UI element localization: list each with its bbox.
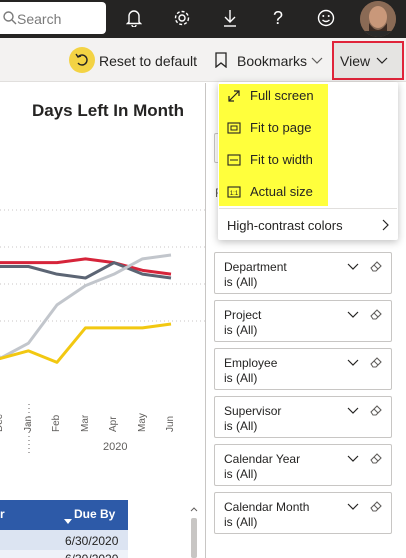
x-tick-label: Feb [51,414,62,432]
table-row [0,530,128,550]
filter-card-value: is (All) [224,323,258,337]
filter-card-department[interactable]: Department is (All) [214,252,392,294]
filter-card-name: Project [224,308,262,322]
notification-bell-icon[interactable] [123,7,145,29]
menu-item-label: Fit to page [250,120,312,135]
x-axis-year-label: 2020 [103,441,128,453]
menu-item-high-contrast[interactable]: High-contrast colors [227,218,343,233]
view-button-label[interactable]: View [340,53,371,69]
menu-item-label: Full screen [250,88,314,103]
series-line-series-b[interactable] [0,261,172,286]
filter-card-name: Calendar Month [224,500,310,514]
reset-to-default-button[interactable] [69,47,95,73]
chevron-down-icon[interactable] [347,309,359,319]
table-cell-due-by: 6/30/2020 [65,552,118,558]
clear-filter-eraser-icon[interactable] [369,355,383,369]
fit-to-width-icon [227,154,241,166]
line-chart [0,209,205,453]
filter-card-project[interactable]: Project is (All) [214,300,392,342]
menu-item-fit-to-page[interactable]: Fit to page [219,113,397,145]
filter-card-value: is (All) [224,515,258,529]
table-header [0,500,128,530]
chart-title: Days Left In Month [32,101,185,120]
undo-icon [75,53,88,66]
x-tick-label: Jan [22,415,34,432]
settings-gear-icon[interactable] [171,7,193,29]
fit-to-page-icon [227,122,241,134]
download-icon[interactable] [219,7,241,29]
table-header-due-by[interactable]: Due By [74,507,116,521]
reset-to-default-label[interactable]: Reset to default [99,53,198,69]
filter-card-name: Calendar Year [224,452,301,466]
filter-card-name: Supervisor [224,404,282,418]
help-icon[interactable]: ? [272,7,283,28]
chevron-right-icon[interactable] [381,219,389,231]
menu-item-label: Fit to width [250,152,313,167]
feedback-smiley-icon[interactable] [315,7,337,29]
x-tick-label: Apr [108,416,119,432]
filter-card-employee[interactable]: Employee is (All) [214,348,392,390]
menu-separator [219,208,397,209]
search-icon [3,11,17,25]
x-tick-label: Dec [0,414,5,432]
chevron-down-icon[interactable] [347,501,359,511]
svg-text:1:1: 1:1 [230,191,239,197]
filter-card-value: is (All) [224,371,258,385]
filter-card-calendar-year[interactable]: Calendar Year is (All) [214,444,392,486]
clear-filter-eraser-icon[interactable] [369,451,383,465]
series-line-series-d[interactable] [0,322,172,364]
view-button[interactable] [332,41,404,80]
chevron-down-icon[interactable] [347,261,359,271]
clear-filter-eraser-icon[interactable] [369,307,383,321]
clear-filter-eraser-icon[interactable] [369,403,383,417]
menu-highlight [219,84,328,206]
filter-card-calendar-month[interactable]: Calendar Month is (All) [214,492,392,534]
menu-item-full-screen[interactable]: Full screen [219,81,397,113]
menu-item-fit-to-width[interactable]: Fit to width [219,145,397,177]
actual-size-icon: 1:1 [227,186,241,198]
filter-card-value: is (All) [224,419,258,433]
menu-item-label: Actual size [250,184,313,199]
bookmark-icon[interactable] [214,52,228,68]
filter-card-name: Department [224,260,287,274]
search-box[interactable]: Search [0,2,106,34]
full-screen-icon [228,90,240,102]
user-avatar[interactable] [360,1,396,37]
menu-item-actual-size[interactable]: 1:1 Actual size [219,177,397,209]
clear-filter-eraser-icon[interactable] [369,499,383,513]
filter-card-name: Employee [224,356,278,370]
x-tick-label: Mar [79,414,91,432]
chevron-down-icon[interactable] [347,453,359,463]
search-placeholder: Search [17,11,62,27]
series-line-series-c[interactable] [0,253,172,360]
table-cell-due-by: 6/30/2020 [65,534,119,548]
series-line-series-a[interactable] [0,257,172,278]
chevron-down-icon[interactable] [347,405,359,415]
sort-descending-icon[interactable] [64,519,72,524]
x-tick-label: Jun [165,415,176,432]
chevron-down-icon[interactable] [347,357,359,367]
chevron-down-icon[interactable] [311,55,323,65]
pane-divider [205,83,206,558]
bookmarks-button[interactable]: Bookmarks [237,53,308,69]
chevron-down-icon[interactable] [376,55,388,65]
filter-card-value: is (All) [224,467,258,481]
filter-card-value: is (All) [224,275,258,289]
table-scrollbar[interactable] [188,502,200,558]
table-header-cell[interactable]: r [0,507,5,521]
table-row [0,550,128,558]
clear-filter-eraser-icon[interactable] [369,259,383,273]
filter-card-supervisor[interactable]: Supervisor is (All) [214,396,392,438]
x-tick-label: May [136,413,148,432]
